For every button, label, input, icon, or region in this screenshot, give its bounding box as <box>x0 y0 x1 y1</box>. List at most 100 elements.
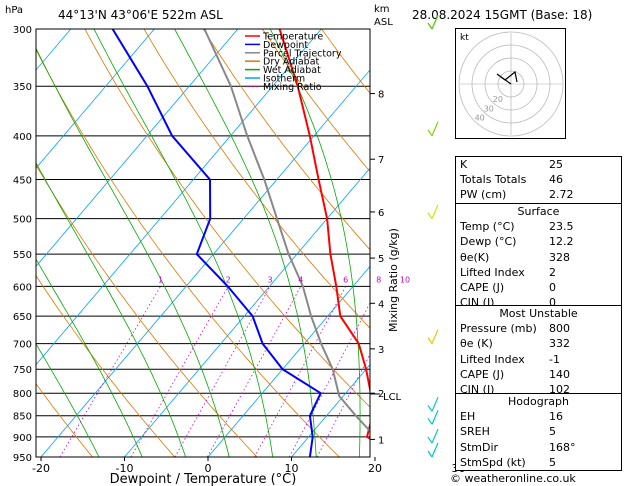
km-tick-label: 3 <box>378 345 384 356</box>
most-unstable-row: CAPE (J) 140 <box>456 367 621 382</box>
mixing-ratio-line <box>206 286 302 457</box>
wet-adiabat-line <box>269 29 361 457</box>
surface-row: Temp (°C) 23.5 <box>456 219 621 234</box>
km-unit: km <box>374 4 390 15</box>
hodograph-row: SREH 5 <box>456 424 621 439</box>
hodograph-row: StmSpd (kt) 5 <box>456 455 621 470</box>
most-unstable-row: CIN (J) 102 <box>456 382 621 397</box>
hodograph-row: EH 16 <box>456 409 621 424</box>
isotherm-line <box>36 29 322 366</box>
km-tick-label: 2 <box>378 389 384 400</box>
mixing-ratio-line <box>130 286 229 457</box>
km-tick-label: 5 <box>378 254 384 265</box>
mixing-ratio-axis-label: Mixing Ratio (g/kg) <box>387 228 400 332</box>
plot-frame <box>35 28 371 458</box>
x-tick-label: 20 <box>368 462 382 475</box>
surface-key: CAPE (J) <box>460 280 505 294</box>
km-tick-label: 6 <box>378 208 384 219</box>
index-value: 2.72 <box>549 188 574 202</box>
legend-label: Dewpoint <box>263 40 308 51</box>
wind-barb <box>427 329 439 344</box>
pressure-tick-label: 900 <box>13 433 32 444</box>
hodograph-ring-label: 30 <box>484 104 494 113</box>
x-tick-label: 10 <box>285 462 299 475</box>
isotherm-line <box>626 29 629 457</box>
surface-key: Temp (°C) <box>460 220 515 234</box>
most-unstable-row: Pressure (mb) 800 <box>456 321 621 336</box>
legend-label: Temperature <box>262 32 323 43</box>
km-tick-label: 7 <box>378 155 384 166</box>
isotherm-line <box>207 265 370 457</box>
wet-adiabat-line <box>36 162 186 457</box>
dry-adiabat-line <box>202 29 370 251</box>
most-unstable-title: Most Unstable <box>499 307 578 320</box>
hodograph-ring-label: 40 <box>475 113 485 122</box>
index-key: K <box>460 158 468 171</box>
most-unstable-key: CIN (J) <box>460 382 495 396</box>
index-row: PW (cm) 2.72 <box>456 187 621 202</box>
most-unstable-value: 332 <box>549 337 570 351</box>
pressure-tick-label: 400 <box>13 132 32 143</box>
km-tick-label: 8 <box>378 90 384 101</box>
x-tick-label: -10 <box>116 462 134 475</box>
hodograph-key: StmSpd (kt) <box>460 455 526 469</box>
wind-barb <box>427 428 439 444</box>
hodograph-table-panel: Hodograph EH 16 SREH 5 StmDir 168° StmSpd (kt)… <box>455 393 622 471</box>
mixing-ratio-label: 10 <box>400 275 410 284</box>
surface-key: Dewp (°C) <box>460 235 517 249</box>
hodograph-key: StmDir <box>460 440 499 454</box>
most-unstable-value: 800 <box>549 322 570 336</box>
surface-row: CAPE (J) 0 <box>456 280 621 295</box>
pressure-tick-label: 700 <box>13 340 32 351</box>
surface-key: θe(K) <box>460 250 490 264</box>
copyright: © weatheronline.co.uk <box>450 472 576 485</box>
most-unstable-key: CAPE (J) <box>460 367 505 381</box>
isotherm-line <box>124 167 370 457</box>
hodograph-value: 5 <box>549 455 556 469</box>
pressure-tick-label: 750 <box>13 365 32 376</box>
isotherm-line <box>291 364 370 457</box>
mixing-ratio-label: 4 <box>298 275 303 284</box>
surface-row: Dewp (°C) 12.2 <box>456 234 621 249</box>
mixing-ratio-label: 1 <box>158 275 163 284</box>
series-temperature <box>278 29 370 440</box>
dry-adiabat-line <box>143 29 370 329</box>
surface-value: 328 <box>549 250 570 264</box>
x-axis-label: Dewpoint / Temperature (°C) <box>110 472 297 486</box>
legend-label: Dry Adiabat <box>263 57 320 68</box>
mixing-ratio-line <box>59 286 161 457</box>
index-row: K 25 <box>456 157 621 172</box>
hpa-unit: hPa <box>5 5 24 16</box>
mixing-ratio-line <box>254 286 347 457</box>
pressure-tick-label: 350 <box>13 82 32 93</box>
pressure-tick-label: 650 <box>13 312 32 323</box>
pressure-tick-label: 500 <box>13 215 32 226</box>
mixing-ratio-label: 6 <box>343 275 348 284</box>
surface-value: 23.5 <box>549 220 574 234</box>
legend-label: Parcel Trajectory <box>263 48 342 59</box>
wind-barb <box>427 14 439 30</box>
index-key: PW (cm) <box>460 188 507 202</box>
index-row: Totals Totals 46 <box>456 172 621 187</box>
surface-row: Lifted Index 2 <box>456 265 621 280</box>
pressure-tick-label: 800 <box>13 389 32 400</box>
location-title: 44°13'N 43°06'E 522m ASL <box>58 8 223 22</box>
most-unstable-value: -1 <box>549 352 560 366</box>
pressure-tick-label: 300 <box>13 25 32 36</box>
dry-adiabat-line <box>262 29 370 173</box>
datetime-title: 28.08.2024 15GMT (Base: 18) <box>412 8 593 22</box>
isotherm-line <box>40 69 370 457</box>
x-tick-label: 0 <box>205 462 212 475</box>
surface-value: 0 <box>549 296 556 310</box>
wind-barb <box>427 397 439 412</box>
most-unstable-row: θe (K) 332 <box>456 336 621 351</box>
pressure-tick-label: 550 <box>13 250 32 261</box>
most-unstable-key: θe (K) <box>460 337 493 351</box>
hodograph-key: EH <box>460 410 476 424</box>
hodograph-unit: kt <box>460 33 469 43</box>
wet-adiabat-line <box>36 47 230 457</box>
wet-adiabat-line <box>36 343 100 457</box>
hodograph-row: StmDir 168° <box>456 440 621 455</box>
hodograph-table-title: Hodograph <box>508 395 569 408</box>
